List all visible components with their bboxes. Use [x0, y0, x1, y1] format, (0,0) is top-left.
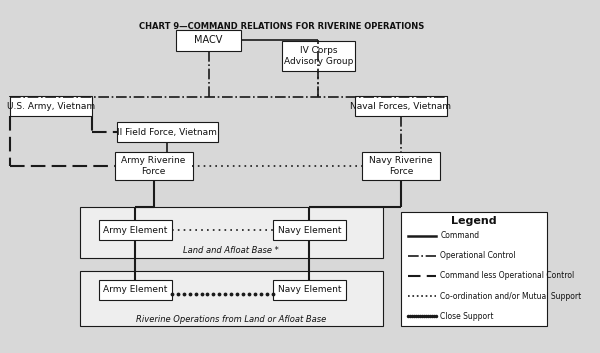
FancyBboxPatch shape	[401, 212, 547, 326]
FancyBboxPatch shape	[362, 152, 440, 180]
Text: Legend: Legend	[451, 216, 497, 226]
Text: IV Corps
Advisory Group: IV Corps Advisory Group	[284, 46, 353, 66]
Text: MACV: MACV	[194, 35, 223, 46]
Text: II Field Force, Vietnam: II Field Force, Vietnam	[118, 127, 217, 137]
Text: Close Support: Close Support	[440, 312, 494, 321]
FancyBboxPatch shape	[272, 220, 346, 240]
FancyBboxPatch shape	[98, 280, 172, 300]
Text: Navy Element: Navy Element	[278, 285, 341, 294]
FancyBboxPatch shape	[98, 220, 172, 240]
Text: Command less Operational Control: Command less Operational Control	[440, 271, 575, 280]
FancyBboxPatch shape	[115, 152, 193, 180]
Text: U.S. Army, Vietnam: U.S. Army, Vietnam	[7, 102, 95, 111]
FancyBboxPatch shape	[117, 122, 218, 142]
Text: Navy Riverine
Force: Navy Riverine Force	[369, 156, 433, 176]
Text: Land and Afloat Base *: Land and Afloat Base *	[184, 246, 280, 255]
Text: Riverine Operations from Land or Afloat Base: Riverine Operations from Land or Afloat …	[136, 315, 326, 324]
Text: Operational Control: Operational Control	[440, 251, 516, 260]
Text: Navy Element: Navy Element	[278, 226, 341, 235]
FancyBboxPatch shape	[176, 30, 241, 50]
Text: Army Riverine
Force: Army Riverine Force	[121, 156, 186, 176]
FancyBboxPatch shape	[80, 271, 383, 326]
FancyBboxPatch shape	[10, 96, 92, 116]
FancyBboxPatch shape	[355, 96, 447, 116]
Text: Army Element: Army Element	[103, 285, 167, 294]
Text: CHART 9—COMMAND RELATIONS FOR RIVERINE OPERATIONS: CHART 9—COMMAND RELATIONS FOR RIVERINE O…	[139, 22, 424, 31]
Text: Naval Forces, Vietnam: Naval Forces, Vietnam	[350, 102, 451, 111]
FancyBboxPatch shape	[282, 41, 355, 71]
FancyBboxPatch shape	[80, 207, 383, 258]
Text: Army Element: Army Element	[103, 226, 167, 235]
FancyBboxPatch shape	[272, 280, 346, 300]
Text: Command: Command	[440, 231, 479, 240]
Text: Co-ordination and/or Mutual Support: Co-ordination and/or Mutual Support	[440, 292, 581, 300]
